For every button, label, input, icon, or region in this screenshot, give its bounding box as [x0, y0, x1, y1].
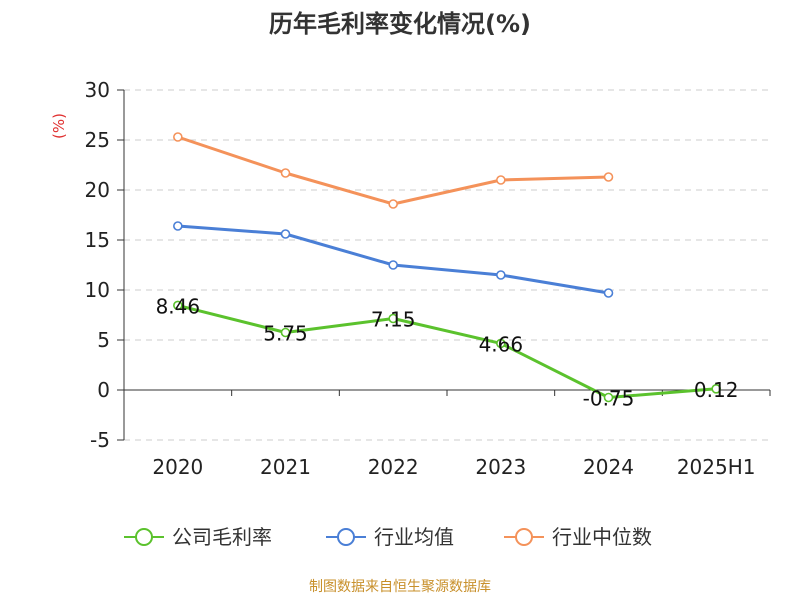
data-point[interactable]	[173, 221, 183, 231]
legend-marker	[135, 528, 153, 546]
legend-marker	[337, 528, 355, 546]
data-point[interactable]	[173, 132, 183, 142]
legend-label: 行业均值	[374, 525, 454, 549]
grid-lines	[124, 89, 770, 441]
series-layer	[173, 132, 721, 403]
series-line-2	[177, 135, 609, 206]
data-point[interactable]	[280, 168, 291, 178]
data-point[interactable]	[280, 327, 291, 338]
data-label: 4.66	[479, 332, 524, 356]
data-label: -0.75	[583, 387, 635, 411]
data-point[interactable]	[280, 229, 291, 239]
data-labels: 8.46 5.75 7.15 4.66 -0.75 0.12	[156, 294, 739, 410]
data-point[interactable]	[496, 175, 506, 185]
y-tick-label: 20	[85, 178, 110, 202]
data-point[interactable]	[388, 199, 398, 209]
data-point[interactable]	[603, 288, 614, 298]
x-tick-labels: 2020 2021 2022 2023 2024 2025H1	[152, 455, 755, 479]
data-label: 5.75	[263, 322, 308, 346]
y-tick-label: 25	[85, 128, 110, 152]
legend-label: 行业中位数	[552, 525, 652, 549]
legend-marker	[515, 528, 533, 546]
series-line-0	[177, 303, 717, 399]
y-tick-label: 0	[97, 378, 110, 402]
data-label: 8.46	[156, 294, 201, 318]
data-point[interactable]	[711, 383, 721, 394]
data-point[interactable]	[173, 300, 183, 311]
data-point[interactable]	[496, 338, 506, 349]
data-point[interactable]	[388, 260, 398, 270]
data-label: 0.12	[694, 378, 739, 402]
x-tick-label: 2022	[368, 455, 419, 479]
legend-item[interactable]: 行业均值	[326, 525, 454, 549]
x-tick-label: 2024	[583, 455, 634, 479]
y-axis-label: (%)	[50, 113, 68, 139]
legend-item[interactable]: 行业中位数	[504, 525, 652, 549]
y-tick-labels: 30 25 20 15 10 5 0 -5	[85, 78, 110, 452]
y-tick-label: 5	[97, 328, 110, 352]
data-point[interactable]	[603, 172, 614, 182]
legend-label: 公司毛利率	[172, 525, 272, 549]
data-point[interactable]	[388, 313, 398, 324]
data-label: 7.15	[371, 308, 416, 332]
data-point[interactable]	[603, 392, 614, 403]
series-line-1	[177, 224, 609, 295]
y-tick-label: -5	[90, 428, 110, 452]
y-tick-label: 15	[85, 228, 110, 252]
data-point[interactable]	[496, 270, 506, 280]
y-tick-label: 10	[85, 278, 110, 302]
source-note: 制图数据来自恒生聚源数据库	[309, 579, 491, 595]
legend[interactable]: 公司毛利率 行业均值 行业中位数	[124, 525, 652, 549]
x-tick-label: 2020	[152, 455, 203, 479]
chart-title: 历年毛利率变化情况(%)	[269, 10, 531, 38]
x-tick-label: 2021	[260, 455, 311, 479]
legend-item[interactable]: 公司毛利率	[124, 525, 272, 549]
y-tick-label: 30	[85, 78, 110, 102]
x-tick-label: 2025H1	[677, 455, 756, 479]
x-tick-label: 2023	[475, 455, 526, 479]
axes	[117, 89, 771, 441]
